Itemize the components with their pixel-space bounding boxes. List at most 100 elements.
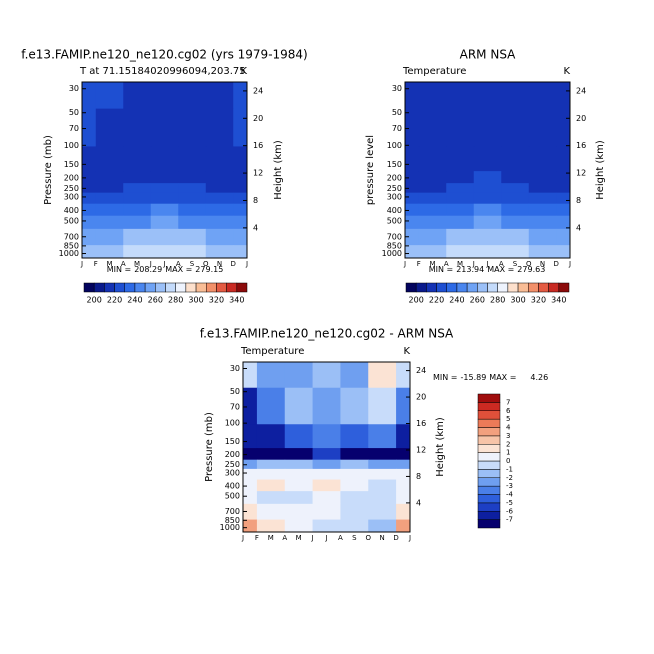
contour-cell <box>312 387 341 425</box>
contour-cell <box>368 387 397 425</box>
contour-cell <box>340 448 369 461</box>
colorbar-box <box>236 282 248 293</box>
contour-cell <box>150 245 179 259</box>
colorbar-box <box>528 282 539 293</box>
contour-cell <box>150 183 179 194</box>
colorbar-box <box>477 485 501 495</box>
contour-cell <box>528 183 557 194</box>
x-tick-label: F <box>94 260 98 268</box>
contour-cell <box>405 215 420 230</box>
contour-cell <box>82 183 97 194</box>
contour-cell <box>95 203 124 217</box>
contour-cell <box>95 82 124 110</box>
contour-cell <box>284 448 313 461</box>
y-tick-label: 150 <box>64 160 79 169</box>
min-label: MIN = <box>107 265 132 274</box>
contour-cell <box>446 192 475 205</box>
contour-cell <box>556 215 571 230</box>
contour-cell <box>123 171 152 184</box>
colorbar-box <box>477 410 501 420</box>
contour-cell <box>312 491 341 505</box>
contour-cell <box>405 82 420 110</box>
contour-cell <box>178 203 207 217</box>
colorbar-box <box>477 519 501 529</box>
colorbar-label: 300 <box>510 296 525 305</box>
contour-cell <box>340 424 369 449</box>
y-tick-label: 700 <box>64 232 79 241</box>
min-max: MIN = 208.29 MAX = 279.15 <box>107 265 224 274</box>
x-tick-label: J <box>311 534 314 542</box>
colorbar-label: 0 <box>506 457 510 465</box>
min-max: MIN = -15.89 MAX = 4.26 <box>433 373 548 382</box>
contour-cell <box>178 82 207 110</box>
colorbar-label: -6 <box>506 507 514 515</box>
max-label: MAX = <box>487 265 514 274</box>
x-tick-label: A <box>338 534 343 542</box>
contour-cell <box>501 228 530 246</box>
colorbar-box <box>466 282 478 293</box>
x-tick-label: M <box>106 260 112 268</box>
y-tick-label: 30 <box>230 364 240 373</box>
colorbar-box <box>477 494 501 504</box>
contour-cell <box>178 215 207 230</box>
y2-tick-label: 20 <box>416 393 426 402</box>
contour-cell <box>233 146 248 172</box>
contour-cell <box>233 183 248 194</box>
contour-cell <box>82 82 97 110</box>
colorbar-box <box>155 282 166 293</box>
y-tick-label: 500 <box>225 492 240 501</box>
colorbar-label: 200 <box>87 296 102 305</box>
contour-cell <box>243 459 258 470</box>
contour-cell <box>556 228 571 246</box>
contour-cell <box>123 192 152 205</box>
contour-cell <box>284 503 313 520</box>
colorbar-label: -1 <box>506 465 513 473</box>
contour-cell <box>556 171 571 184</box>
contour-cell <box>396 519 411 533</box>
colorbar-box <box>477 460 501 470</box>
colorbar-label: 280 <box>168 296 183 305</box>
contour-cell <box>528 192 557 205</box>
x-tick-label: S <box>190 260 195 268</box>
x-tick-label: D <box>231 260 236 268</box>
contour-cell <box>284 362 313 389</box>
colorbar-label: 260 <box>470 296 485 305</box>
contour-cell <box>528 82 557 110</box>
min-label: MIN = <box>429 265 454 274</box>
y-tick-label: 100 <box>225 419 240 428</box>
contour-cell <box>205 245 234 259</box>
y2-tick-label: 12 <box>576 169 586 178</box>
x-tick-label: M <box>429 260 435 268</box>
colorbar-label: 200 <box>409 296 424 305</box>
contour-cell <box>256 459 286 470</box>
contour-cell <box>405 203 420 217</box>
contour-cell <box>340 387 369 425</box>
contour-cell <box>405 183 420 194</box>
left-string: T at 71.15184020996094,203.75 <box>79 66 246 77</box>
contour-cell <box>340 362 369 389</box>
colorbar-box <box>497 282 509 293</box>
contour-cell <box>368 491 397 505</box>
y2-axis-label: Height (km) <box>273 140 284 200</box>
colorbar-box <box>477 282 488 293</box>
y2-tick-label: 4 <box>253 223 258 232</box>
y2-tick-label: 12 <box>253 169 263 178</box>
contour-cell <box>405 245 420 259</box>
plot-frame <box>404 81 571 259</box>
contour-cell <box>473 171 502 184</box>
colorbar-box <box>83 282 95 293</box>
colorbar-box <box>426 282 437 293</box>
contour-cell <box>256 387 286 425</box>
contour-cell <box>150 108 179 147</box>
x-tick-label: O <box>365 534 371 542</box>
contour-cell <box>556 203 571 217</box>
colorbar-label: -7 <box>506 516 513 524</box>
colorbar-label: 3 <box>506 432 510 440</box>
contour-cell <box>123 245 152 259</box>
contour-cell <box>233 228 248 246</box>
y-tick-label: 250 <box>225 460 240 469</box>
contour-cell <box>82 228 97 246</box>
colorbar-box <box>134 282 146 293</box>
min-label: MIN = <box>433 373 458 382</box>
contour-cell <box>256 362 286 389</box>
